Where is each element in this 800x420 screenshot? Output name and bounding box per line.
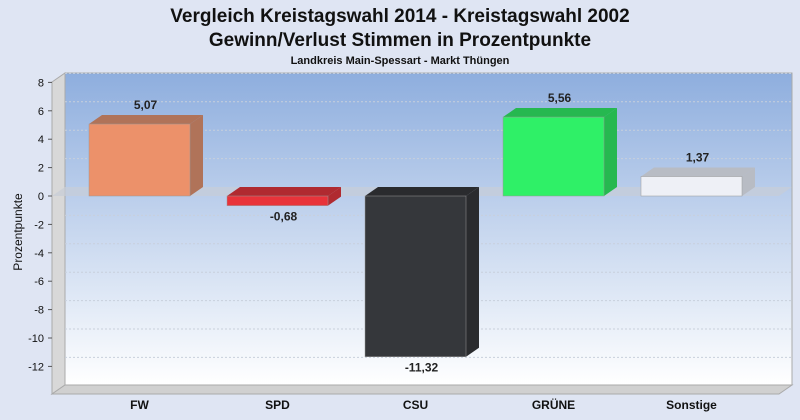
bar-side xyxy=(742,167,755,196)
y-tick-label: -4 xyxy=(34,248,44,260)
bar-top xyxy=(365,187,479,196)
x-tick-label: FW xyxy=(130,398,149,412)
x-tick-label: GRÜNE xyxy=(532,397,575,412)
y-tick-label: -2 xyxy=(34,219,44,231)
x-tick-label: SPD xyxy=(265,398,290,412)
left-wall xyxy=(51,72,66,395)
chart-subtitle2: Landkreis Main-Spessart - Markt Thüngen xyxy=(291,55,510,67)
y-tick-label: 0 xyxy=(38,191,44,203)
bar-top xyxy=(641,167,755,177)
y-tick-label: 2 xyxy=(38,163,44,175)
y-tick-label: 4 xyxy=(38,134,44,146)
bar-grüne xyxy=(502,116,605,197)
bar-top xyxy=(89,115,203,125)
bar-side xyxy=(328,187,341,206)
data-label: 1,37 xyxy=(686,151,710,165)
data-label: 5,56 xyxy=(548,91,572,105)
bar-side xyxy=(190,115,203,196)
y-axis-label: Prozentpunkte xyxy=(11,193,25,271)
y-tick-label: -12 xyxy=(28,361,44,373)
y-tick-label: 8 xyxy=(38,77,44,89)
bar-side xyxy=(604,108,617,196)
y-tick-label: 6 xyxy=(38,106,44,118)
bar-sonstige xyxy=(640,176,743,197)
x-tick-label: CSU xyxy=(403,398,428,412)
floor xyxy=(50,384,794,395)
y-tick-label: -10 xyxy=(28,333,44,345)
chart-title: Vergleich Kreistagswahl 2014 - Kreistags… xyxy=(170,6,629,27)
bar-spd xyxy=(226,195,329,206)
data-label: -11,32 xyxy=(405,361,439,375)
bar-side xyxy=(466,187,479,357)
chart-subtitle: Gewinn/Verlust Stimmen in Prozentpunkte xyxy=(209,30,591,51)
y-tick-label: -8 xyxy=(34,305,44,317)
y-tick-label: -6 xyxy=(34,276,44,288)
bar-top xyxy=(503,108,617,118)
data-label: 5,07 xyxy=(134,98,158,112)
bar-csu xyxy=(364,195,467,357)
bar-fw xyxy=(88,123,191,197)
data-label: -0,68 xyxy=(270,210,298,224)
bar-top xyxy=(227,187,341,196)
x-tick-label: Sonstige xyxy=(666,398,717,412)
